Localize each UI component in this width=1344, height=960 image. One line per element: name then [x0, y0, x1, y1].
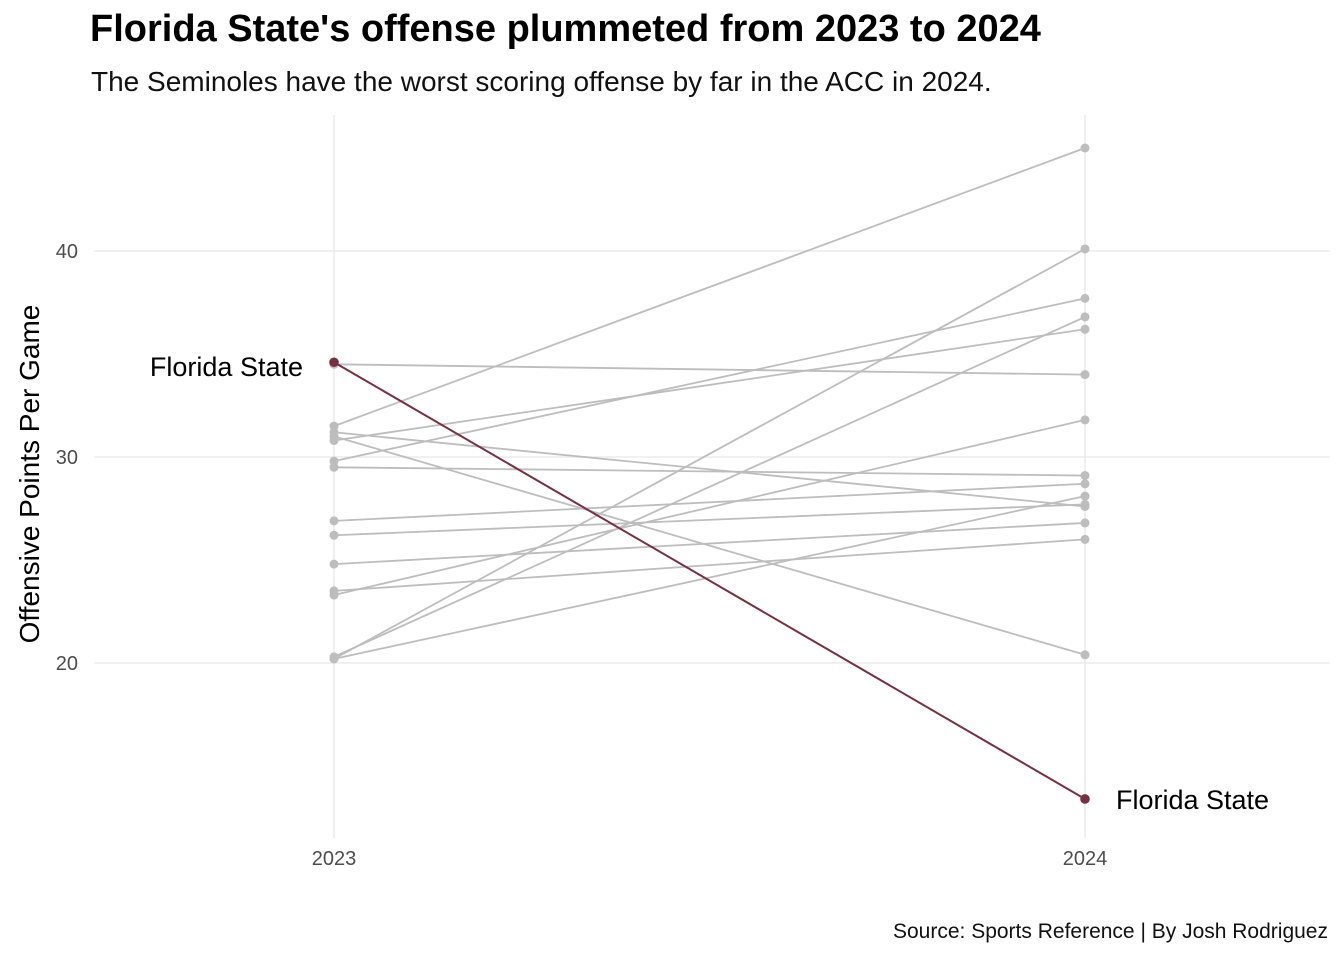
series-point [1080, 312, 1090, 322]
y-tick-label: 30 [56, 447, 78, 469]
highlight-layer: Florida State Florida State [150, 352, 1269, 815]
team-series [329, 244, 1090, 664]
team-series [329, 293, 1090, 466]
series-point [1080, 650, 1090, 660]
series-point [1080, 244, 1090, 254]
y-tick-label: 20 [56, 653, 78, 675]
team-series [329, 491, 1090, 664]
team-series [329, 518, 1090, 569]
series-point [1080, 534, 1090, 544]
series-line [333, 297, 1086, 462]
series-point [1080, 501, 1090, 511]
team-series [329, 462, 1090, 481]
series-point [329, 586, 339, 596]
series-point [1080, 143, 1090, 153]
series-line [333, 419, 1086, 596]
y-tick-labels: 20 30 40 [56, 241, 78, 675]
series-point [1080, 324, 1090, 334]
team-series [329, 431, 1090, 660]
series-line [333, 363, 1086, 376]
series-line [333, 316, 1086, 658]
gridlines [94, 115, 1330, 838]
series-point [1080, 471, 1090, 481]
series-point [329, 431, 339, 441]
highlight-label-2023: Florida State [150, 352, 303, 382]
series-line [333, 248, 1086, 660]
series-point [1080, 491, 1090, 501]
highlight-label-2024: Florida State [1116, 785, 1269, 815]
series-line [333, 328, 1086, 442]
series-line [333, 466, 1086, 477]
series-line [333, 431, 1086, 508]
series-point [1080, 518, 1090, 528]
series-line [333, 522, 1086, 566]
series-line [333, 538, 1086, 592]
series-line [333, 503, 1086, 537]
series-point [329, 456, 339, 466]
series-point [1080, 415, 1090, 425]
series-point [329, 530, 339, 540]
series-point [329, 559, 339, 569]
chart-subtitle: The Seminoles have the worst scoring off… [91, 66, 992, 97]
series-point [329, 654, 339, 664]
series-point [1080, 479, 1090, 489]
team-series [329, 359, 1090, 380]
highlight-point [329, 357, 339, 368]
y-axis-title: Offensive Points Per Game [14, 305, 45, 644]
series-line [333, 482, 1086, 522]
chart-title: Florida State's offense plummeted from 2… [90, 8, 1041, 50]
series-line [333, 435, 1086, 656]
series-point [329, 516, 339, 526]
x-tick-labels: 2023 2024 [312, 848, 1108, 870]
series-point [1080, 370, 1090, 380]
highlight-line [333, 361, 1086, 800]
series-layer [329, 143, 1090, 664]
highlight-point [1080, 794, 1090, 804]
source-caption: Source: Sports Reference | By Josh Rodri… [892, 920, 1328, 943]
series-point [329, 421, 339, 431]
series-point [329, 462, 339, 472]
series-line [333, 147, 1086, 427]
x-tick-label: 2023 [312, 848, 357, 870]
team-series [329, 479, 1090, 526]
team-series [329, 534, 1090, 596]
team-series [329, 143, 1090, 431]
y-tick-label: 40 [56, 241, 78, 263]
series-point [1080, 293, 1090, 303]
series-line [333, 495, 1086, 660]
x-tick-label: 2024 [1063, 848, 1108, 870]
team-series [329, 312, 1090, 662]
